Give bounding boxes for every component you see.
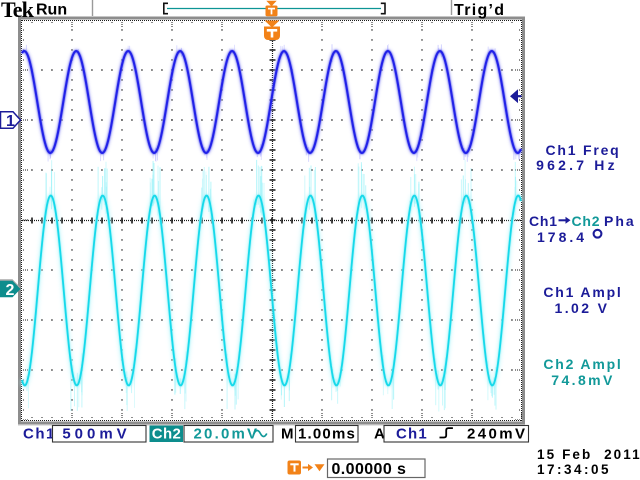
svg-text:Ch1: Ch1 (396, 426, 428, 443)
svg-text:0.00000 s: 0.00000 s (332, 461, 407, 478)
svg-text:15 Feb 2011: 15 Feb 2011 (537, 447, 640, 462)
svg-text:Ch1 Freq: Ch1 Freq (545, 142, 620, 158)
svg-text:Ch2: Ch2 (152, 426, 182, 443)
svg-text:Pha: Pha (604, 213, 636, 229)
svg-text:Run: Run (36, 2, 67, 19)
svg-text:1.02 V: 1.02 V (555, 300, 610, 316)
svg-text:17:34:05: 17:34:05 (537, 462, 611, 477)
svg-text:Ch1: Ch1 (23, 426, 56, 443)
svg-text:Ch2 Ampl: Ch2 Ampl (543, 356, 622, 372)
svg-text:178.4: 178.4 (537, 229, 587, 245)
svg-text:500mV: 500mV (62, 426, 130, 443)
svg-text:74.8mV: 74.8mV (551, 372, 614, 388)
svg-text:M: M (281, 426, 294, 443)
svg-text:Ch1: Ch1 (529, 213, 558, 229)
svg-text:1: 1 (6, 113, 15, 130)
svg-text:240mV: 240mV (467, 426, 527, 443)
svg-text:Trig’d: Trig’d (454, 2, 505, 19)
svg-text:Ch2: Ch2 (572, 213, 601, 229)
svg-text:Ch1 Ampl: Ch1 Ampl (543, 284, 622, 300)
svg-text:20.0mV: 20.0mV (194, 426, 260, 443)
svg-text:1.00ms: 1.00ms (298, 426, 356, 443)
svg-text:A: A (374, 426, 385, 443)
svg-text:962.7 Hz: 962.7 Hz (536, 157, 618, 173)
svg-text:Tek: Tek (1, 0, 35, 22)
svg-text:2: 2 (6, 282, 15, 299)
